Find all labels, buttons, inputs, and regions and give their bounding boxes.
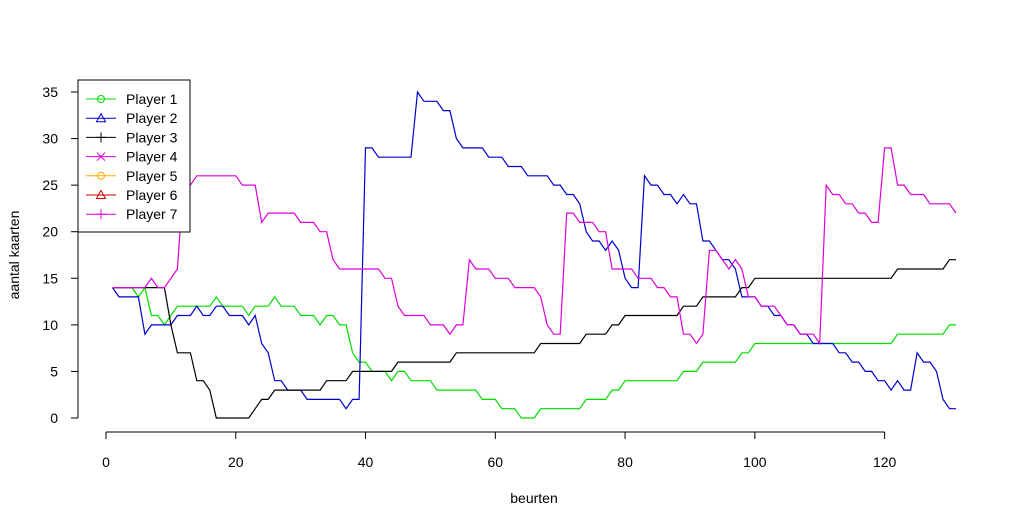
- series-line-player-4: [112, 147, 957, 346]
- legend-marker-triangle: [95, 112, 107, 123]
- x-tick-label: 80: [617, 454, 633, 470]
- legend-marker-plus: [96, 209, 106, 220]
- x-axis-title: beurten: [510, 490, 557, 506]
- legend-marker-plus: [96, 132, 106, 143]
- series-line-player-3: [112, 259, 956, 419]
- y-tick-label: 15: [42, 270, 58, 286]
- y-tick-label: 10: [42, 317, 58, 333]
- y-tick-label: 20: [42, 224, 58, 240]
- series-layer: [112, 90, 957, 419]
- x-tick-label: 0: [102, 454, 110, 470]
- legend-label: Player 3: [126, 129, 178, 145]
- x-tick-label: 40: [358, 454, 374, 470]
- series-line-player-2: [112, 90, 956, 410]
- legend-label: Player 7: [126, 206, 178, 222]
- x-tick-label: 100: [743, 454, 767, 470]
- legend-label: Player 1: [126, 91, 178, 107]
- ticks-layer: 0 20 40 60 80 100 120 0 5 10 15 20 25 30 35: [42, 84, 896, 470]
- x-tick-label: 20: [228, 454, 244, 470]
- y-tick-label: 25: [42, 177, 58, 193]
- legend: Player 1 Player 2 Player 3 Player 4 Player 5…: [77, 79, 191, 233]
- y-tick-label: 35: [42, 84, 58, 100]
- legend-marker-circle: [97, 95, 105, 103]
- y-tick-label: 5: [50, 363, 58, 379]
- legend-label: Player 5: [126, 168, 178, 184]
- legend-label: Player 2: [126, 110, 178, 126]
- legend-box: [77, 79, 191, 233]
- x-tick-label: 60: [488, 454, 504, 470]
- legend-items: Player 1 Player 2 Player 3 Player 4 Player 5…: [86, 91, 178, 222]
- x-tick-label: 120: [873, 454, 897, 470]
- y-tick-label: 0: [50, 410, 58, 426]
- y-axis-title: aantal kaarten: [6, 211, 22, 300]
- legend-label: Player 6: [126, 187, 178, 203]
- legend-marker-circle: [97, 171, 105, 180]
- legend-label: Player 4: [126, 149, 178, 165]
- legend-marker-x: [96, 152, 106, 161]
- legend-marker-triangle: [95, 189, 107, 199]
- y-tick-label: 30: [42, 131, 58, 147]
